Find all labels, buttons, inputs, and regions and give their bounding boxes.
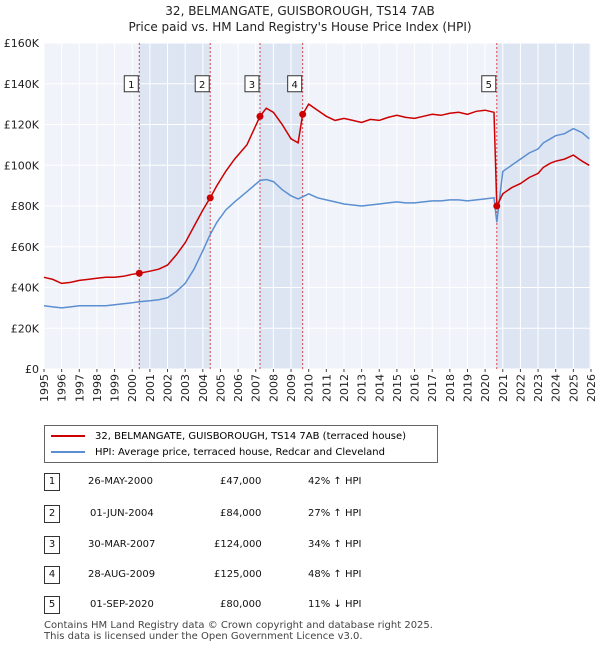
sale-point — [256, 112, 264, 120]
legend-swatch-property — [51, 435, 85, 437]
y-tick-label: £100K — [4, 159, 40, 172]
transaction-number: 5 — [44, 596, 60, 614]
transaction-row: 3 30-MAR-2007 £124,000 34% ↑ HPI — [44, 536, 464, 554]
transaction-number: 1 — [44, 473, 60, 491]
sale-point — [135, 269, 143, 277]
y-tick-label: £160K — [4, 37, 40, 50]
transaction-date: 01-JUN-2004 — [90, 508, 154, 519]
sale-number-label: 2 — [199, 80, 205, 91]
sale-point — [206, 194, 214, 202]
sale-number-box — [194, 75, 210, 93]
x-tick-label: 1998 — [91, 374, 104, 402]
transaction-price: £47,000 — [220, 476, 262, 487]
transaction-change: 34% ↑ HPI — [308, 539, 362, 550]
x-tick-label: 1999 — [109, 374, 122, 402]
transaction-number: 3 — [44, 536, 60, 554]
x-tick-label: 2013 — [356, 374, 369, 402]
x-tick-label: 2019 — [461, 374, 474, 402]
transaction-price: £80,000 — [220, 599, 262, 610]
x-tick-label: 2021 — [497, 374, 510, 402]
transaction-price: £125,000 — [214, 569, 262, 580]
y-tick-label: £140K — [4, 78, 40, 91]
sale-number-box — [244, 75, 260, 93]
x-tick-label: 1997 — [73, 374, 86, 402]
legend-item-property: 32, BELMANGATE, GUISBOROUGH, TS14 7AB (t… — [51, 429, 406, 443]
transaction-date: 01-SEP-2020 — [90, 599, 154, 610]
x-tick-label: 2004 — [197, 374, 210, 402]
x-tick-label: 2014 — [373, 374, 386, 402]
transaction-price: £84,000 — [220, 508, 262, 519]
x-tick-label: 2009 — [285, 374, 298, 402]
transaction-change: 48% ↑ HPI — [308, 569, 362, 580]
x-tick-label: 2010 — [303, 374, 316, 402]
x-tick-label: 2018 — [444, 374, 457, 402]
y-tick-label: £40K — [11, 282, 40, 295]
x-tick-label: 2011 — [320, 374, 333, 402]
transaction-price: £124,000 — [214, 539, 262, 550]
x-tick-label: 2023 — [532, 374, 545, 402]
x-tick-label: 1996 — [56, 374, 69, 402]
sale-number-label: 1 — [128, 80, 134, 91]
legend-label-property: 32, BELMANGATE, GUISBOROUGH, TS14 7AB (t… — [95, 430, 407, 442]
x-tick-label: 2012 — [338, 374, 351, 402]
y-tick-label: £60K — [11, 241, 40, 254]
sale-number-label: 3 — [249, 80, 255, 91]
y-tick-label: £20K — [11, 322, 40, 335]
legend: 32, BELMANGATE, GUISBOROUGH, TS14 7AB (t… — [44, 425, 438, 463]
y-tick-label: £80K — [11, 200, 40, 213]
legend-label-hpi: HPI: Average price, terraced house, Redc… — [95, 446, 385, 458]
transaction-date: 28-AUG-2009 — [88, 569, 156, 580]
transaction-number: 4 — [44, 566, 60, 584]
sale-number-label: 4 — [291, 80, 297, 91]
x-tick-label: 2022 — [514, 374, 527, 402]
x-tick-label: 2017 — [426, 374, 439, 402]
transaction-date: 26-MAY-2000 — [88, 476, 154, 487]
transaction-row: 4 28-AUG-2009 £125,000 48% ↑ HPI — [44, 566, 464, 584]
transaction-date: 30-MAR-2007 — [88, 539, 156, 550]
x-tick-label: 2024 — [550, 374, 563, 402]
transaction-number: 2 — [44, 505, 60, 523]
x-tick-label: 1995 — [38, 374, 51, 402]
x-tick-label: 2001 — [144, 374, 157, 402]
transaction-change: 27% ↑ HPI — [308, 508, 362, 519]
x-tick-label: 2008 — [267, 374, 280, 402]
legend-swatch-hpi — [51, 451, 85, 453]
chart-title: 32, BELMANGATE, GUISBOROUGH, TS14 7AB — [165, 4, 435, 18]
sale-number-box — [123, 75, 139, 93]
transaction-row: 5 01-SEP-2020 £80,000 11% ↓ HPI — [44, 596, 464, 614]
sale-number-box — [287, 75, 303, 93]
sale-point — [299, 110, 307, 118]
x-tick-label: 2003 — [179, 374, 192, 402]
transaction-row: 2 01-JUN-2004 £84,000 27% ↑ HPI — [44, 505, 464, 523]
y-tick-label: £0 — [25, 363, 39, 376]
legend-item-hpi: HPI: Average price, terraced house, Redc… — [51, 445, 385, 459]
sale-number-box — [481, 75, 497, 93]
x-tick-label: 2002 — [162, 374, 175, 402]
sale-point — [493, 202, 501, 210]
x-tick-label: 2006 — [232, 374, 245, 402]
footer-licence: This data is licensed under the Open Gov… — [44, 631, 363, 642]
sale-number-label: 5 — [486, 80, 492, 91]
chart-subtitle: Price paid vs. HM Land Registry's House … — [128, 20, 472, 34]
x-tick-label: 2007 — [250, 374, 263, 402]
hpi-line — [43, 127, 590, 309]
x-tick-label: 2016 — [409, 374, 422, 402]
x-tick-label: 2015 — [391, 374, 404, 402]
transaction-change: 11% ↓ HPI — [308, 599, 362, 610]
transaction-change: 42% ↑ HPI — [308, 476, 362, 487]
footer-copyright: Contains HM Land Registry data © Crown c… — [44, 620, 433, 631]
x-tick-label: 2020 — [479, 374, 492, 402]
x-tick-label: 2026 — [585, 374, 598, 402]
x-tick-label: 2000 — [126, 374, 139, 402]
x-tick-label: 2005 — [214, 374, 227, 402]
x-tick-label: 2025 — [567, 374, 580, 402]
transaction-row: 1 26-MAY-2000 £47,000 42% ↑ HPI — [44, 473, 464, 491]
y-tick-label: £120K — [4, 119, 40, 132]
price-chart: 1 2 3 4 5 £0 £20K £40K £60K £80K £100K £120K £140K £1… — [4, 37, 598, 402]
